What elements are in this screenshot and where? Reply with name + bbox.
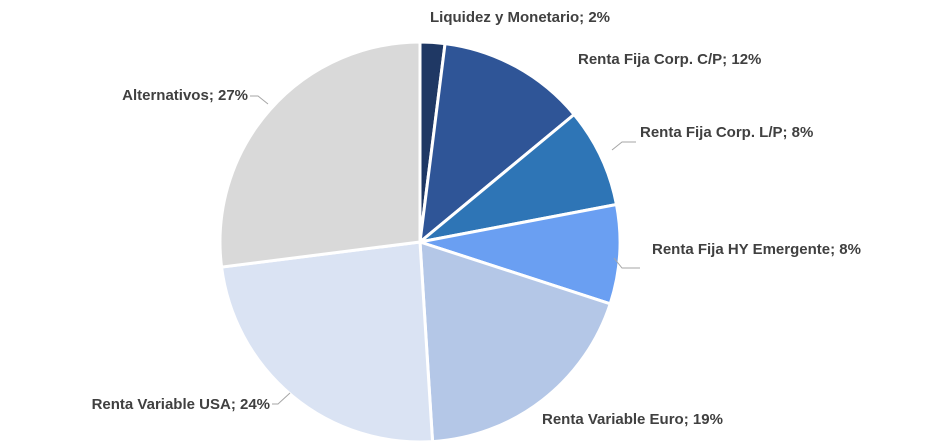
leader-line xyxy=(272,392,291,405)
pie-slice xyxy=(419,202,622,306)
pie-slice xyxy=(418,239,613,444)
leader-line xyxy=(613,257,640,269)
data-label: Renta Variable Euro; 19% xyxy=(542,411,723,428)
data-label: Renta Fija HY Emergente; 8% xyxy=(652,241,861,258)
data-label: Renta Variable USA; 24% xyxy=(92,396,270,413)
leader-line xyxy=(250,95,269,105)
leader-line xyxy=(611,141,636,151)
data-label: Liquidez y Monetario; 2% xyxy=(430,9,610,26)
pie xyxy=(218,40,622,444)
pie-slice xyxy=(218,40,422,269)
data-label: Alternativos; 27% xyxy=(122,87,248,104)
pie-slice xyxy=(419,112,619,244)
data-label: Renta Fija Corp. L/P; 8% xyxy=(640,124,813,141)
pie-slice xyxy=(418,41,577,246)
data-label: Renta Fija Corp. C/P; 12% xyxy=(578,51,761,68)
